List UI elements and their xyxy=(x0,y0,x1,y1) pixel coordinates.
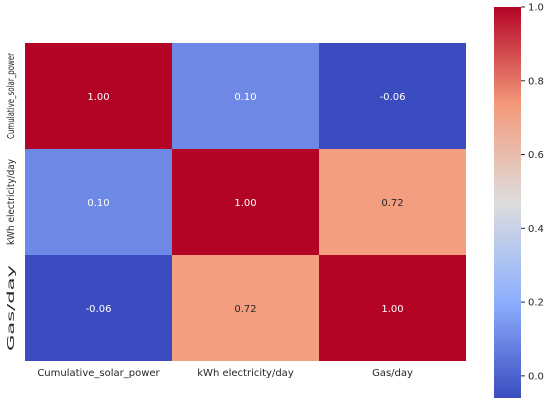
heatmap-cell-label: -0.06 xyxy=(380,92,406,103)
colorbar-tick-label: 1.0 xyxy=(528,3,544,14)
heatmap-cell-label: 0.72 xyxy=(234,304,256,315)
heatmap-cell-labels: 1.00 0.10 -0.06 0.10 1.00 0.72 -0.06 0.72 1.00 xyxy=(86,92,406,315)
heatmap-cells xyxy=(25,43,466,361)
y-tick-label: kWh electricity/day xyxy=(6,159,17,245)
colorbar-tick-label: 0.6 xyxy=(528,150,544,161)
colorbar-tick-label: 0.4 xyxy=(528,224,544,235)
y-tick-label: Cumulative_solar_power xyxy=(6,52,17,139)
heatmap-cell-label: 1.00 xyxy=(381,304,403,315)
heatmap-cell-label: 1.00 xyxy=(234,198,256,209)
heatmap-cell xyxy=(25,255,172,361)
colorbar-tick-label: 0.2 xyxy=(528,298,544,309)
colorbar-ticks: 0.0 0.2 0.4 0.6 0.8 1.0 xyxy=(521,3,544,382)
heatmap-cell xyxy=(25,43,172,149)
heatmap-cell xyxy=(319,255,466,361)
heatmap-cell-label: 0.10 xyxy=(234,92,256,103)
heatmap-cell xyxy=(319,149,466,255)
colorbar-tick-label: 0.8 xyxy=(528,76,544,87)
heatmap-cell-label: 0.10 xyxy=(87,198,109,209)
x-tick-label: Cumulative_solar_power xyxy=(37,368,160,379)
heatmap-cell xyxy=(319,43,466,149)
colorbar xyxy=(494,7,521,398)
y-axis-tick-labels: Cumulative_solar_power kWh electricity/da… xyxy=(6,52,17,351)
x-tick-label: Gas/day xyxy=(372,368,413,379)
heatmap-cell xyxy=(172,149,319,255)
heatmap-cell-label: 0.72 xyxy=(381,198,403,209)
heatmap-cell xyxy=(172,43,319,149)
colorbar-tick-label: 0.0 xyxy=(528,371,544,382)
heatmap-cell xyxy=(172,255,319,361)
heatmap-cell-label: 1.00 xyxy=(87,92,109,103)
x-axis-tick-labels: Cumulative_solar_power kWh electricity/da… xyxy=(37,368,413,379)
heatmap-cell xyxy=(25,149,172,255)
x-tick-label: kWh electricity/day xyxy=(197,368,294,379)
heatmap-cell-label: -0.06 xyxy=(86,304,112,315)
y-tick-label: Gas/day xyxy=(6,265,17,351)
